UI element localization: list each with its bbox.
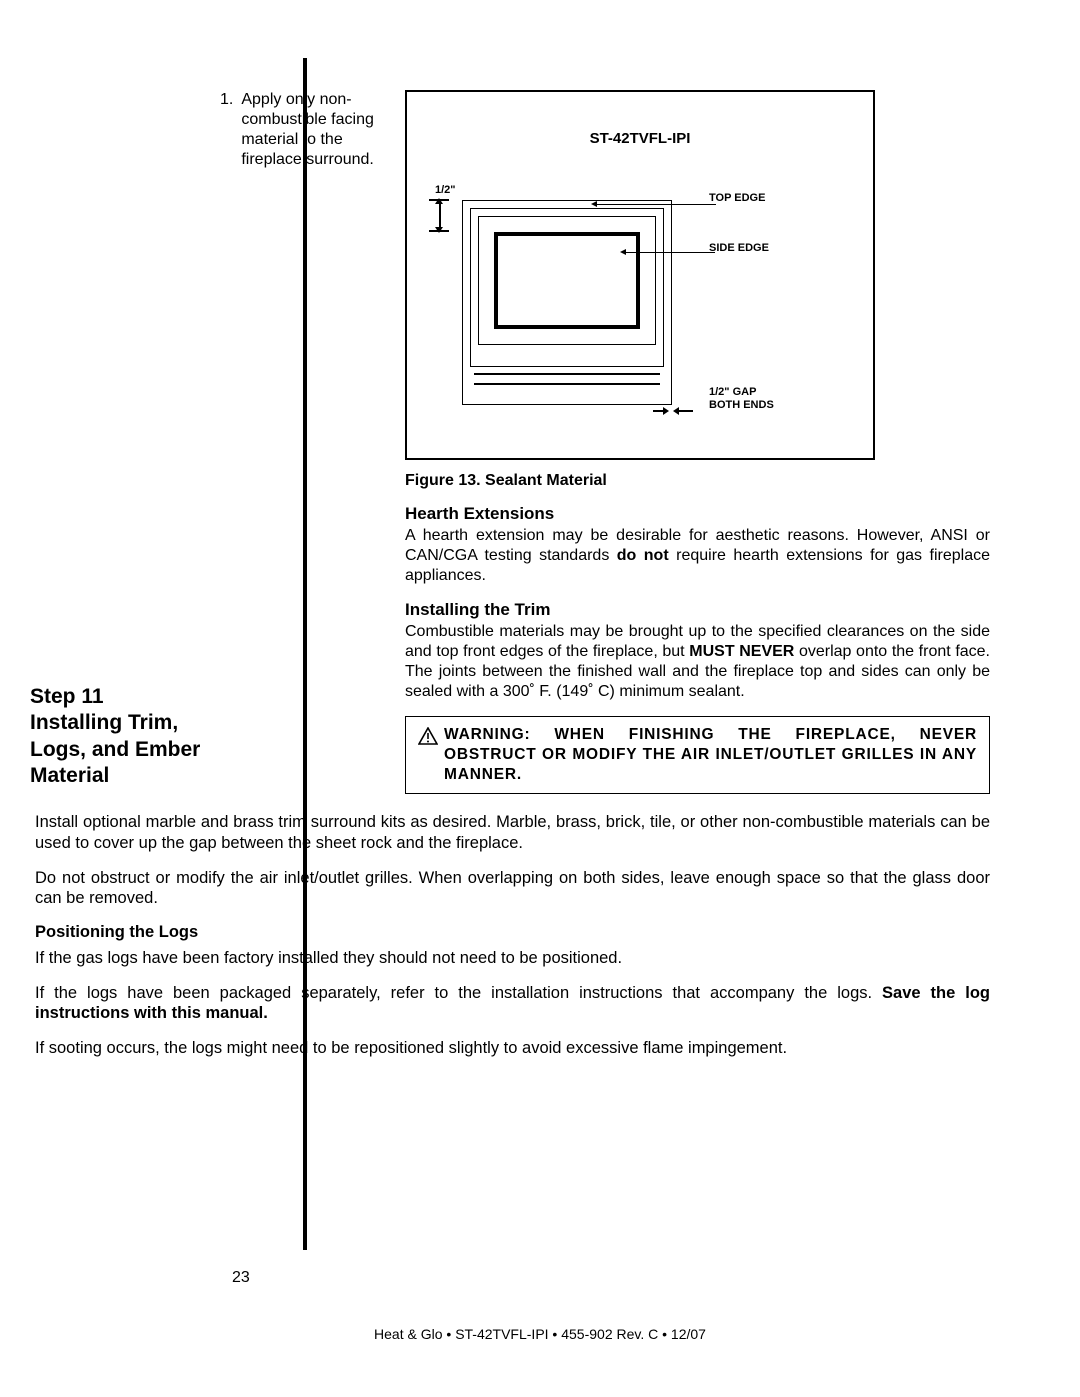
side-edge-label: SIDE EDGE bbox=[709, 242, 769, 254]
text-bold: do not bbox=[617, 547, 669, 564]
leader-line bbox=[596, 204, 716, 205]
body-p5: If sooting occurs, the logs might need t… bbox=[35, 1038, 990, 1059]
body-p1: Install optional marble and brass trim s… bbox=[35, 812, 990, 853]
top-edge-label: TOP EDGE bbox=[709, 192, 765, 204]
text-bold: MUST NEVER bbox=[689, 643, 794, 660]
half-inch-label: 1/2" bbox=[435, 184, 456, 196]
hearth-heading: Hearth Extensions bbox=[405, 504, 990, 524]
arrow-icon bbox=[439, 207, 441, 231]
instruction-item: 1. Apply only non-combustible facing mat… bbox=[220, 90, 375, 170]
page-content: Step 11 Installing Trim, Logs, and Ember… bbox=[220, 60, 990, 1058]
hearth-paragraph: A hearth extension may be desirable for … bbox=[405, 526, 990, 586]
step-label: Installing Trim, Logs, and Ember Materia… bbox=[30, 711, 200, 787]
text: If the logs have been packaged separatel… bbox=[35, 984, 882, 1002]
fireplace-drawing bbox=[462, 200, 672, 405]
body-p4: If the logs have been packaged separatel… bbox=[35, 983, 990, 1024]
trim-paragraph: Combustible materials may be brought up … bbox=[405, 622, 990, 702]
body-p2: Do not obstruct or modify the air inlet/… bbox=[35, 868, 990, 909]
step-heading: Step 11 Installing Trim, Logs, and Ember… bbox=[30, 684, 208, 789]
warning-box: WARNING: WHEN FINISHING THE FIREPLACE, N… bbox=[405, 716, 990, 794]
warning-text: WARNING: WHEN FINISHING THE FIREPLACE, N… bbox=[444, 725, 977, 785]
gap-label: 1/2" GAP BOTH ENDS bbox=[709, 386, 774, 412]
leader-line bbox=[625, 252, 715, 253]
item-number: 1. bbox=[220, 90, 233, 170]
model-label: ST-42TVFL-IPI bbox=[590, 130, 691, 147]
step-num: Step 11 bbox=[30, 685, 104, 708]
item-text: Apply only non-combustible facing materi… bbox=[241, 90, 375, 170]
warning-icon bbox=[418, 727, 438, 785]
figure-diagram: ST-42TVFL-IPI 1/2" TOP EDGE SIDE EDGE bbox=[405, 90, 875, 460]
figure-caption: Figure 13. Sealant Material bbox=[405, 472, 990, 490]
logs-heading: Positioning the Logs bbox=[35, 923, 990, 942]
body-p3: If the gas logs have been factory instal… bbox=[35, 948, 990, 969]
footer-text: Heat & Glo • ST-42TVFL-IPI • 455-902 Rev… bbox=[0, 1326, 1080, 1342]
trim-heading: Installing the Trim bbox=[405, 600, 990, 620]
full-width-body: Install optional marble and brass trim s… bbox=[35, 812, 990, 1058]
page-number: 23 bbox=[232, 1269, 250, 1287]
